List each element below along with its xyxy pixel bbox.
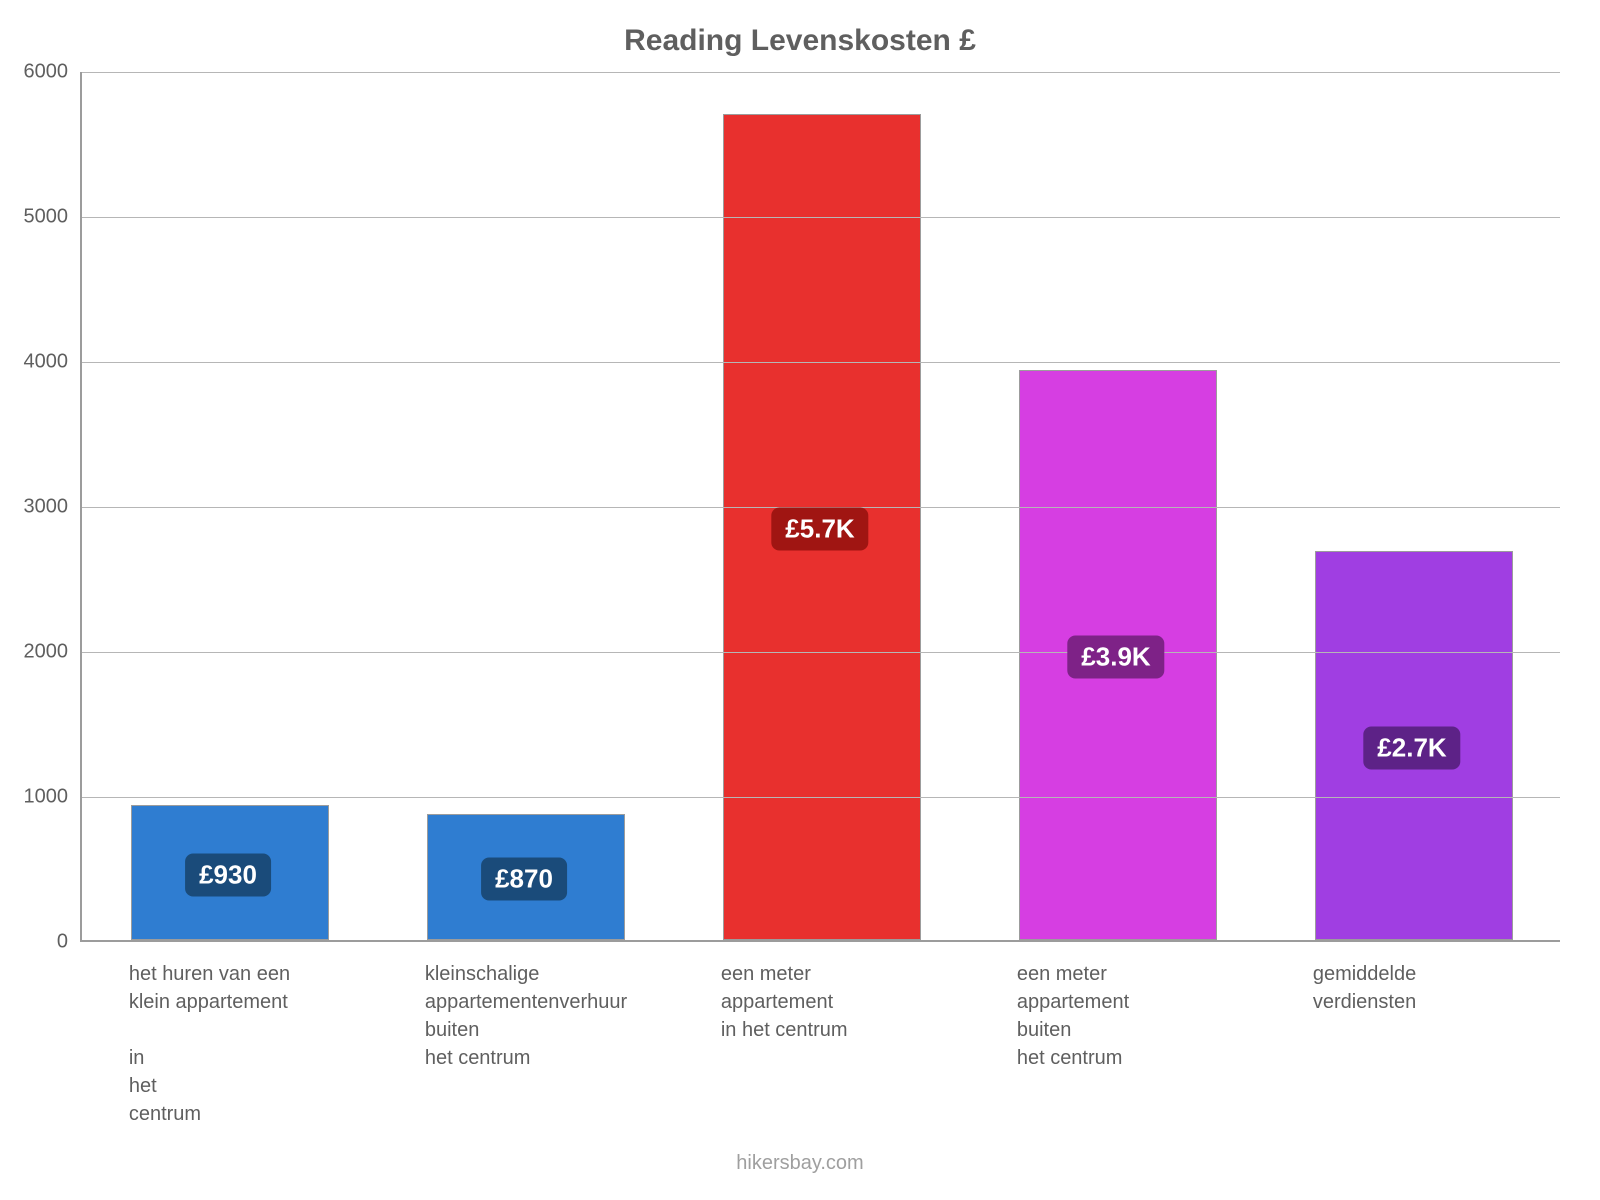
y-tick-label: 5000	[0, 206, 68, 229]
y-tick-label: 6000	[0, 61, 68, 84]
x-tick-label: een meter appartement in het centrum	[721, 960, 919, 1044]
value-badge: £2.7K	[1363, 726, 1460, 769]
x-tick-label: het huren van een klein appartement in h…	[129, 960, 327, 1128]
footer-credit: hikersbay.com	[0, 1152, 1600, 1175]
x-tick-label: gemiddelde verdiensten	[1313, 960, 1511, 1016]
grid-line	[82, 362, 1560, 363]
chart-title: Reading Levenskosten £	[0, 24, 1600, 58]
y-tick-label: 1000	[0, 786, 68, 809]
value-badge: £3.9K	[1067, 636, 1164, 679]
y-tick-label: 0	[0, 931, 68, 954]
grid-line	[82, 652, 1560, 653]
value-badge: £870	[481, 857, 567, 900]
grid-line	[82, 797, 1560, 798]
y-tick-label: 3000	[0, 496, 68, 519]
grid-line	[82, 72, 1560, 73]
value-badge: £5.7K	[771, 507, 868, 550]
bars-layer	[82, 72, 1560, 940]
grid-line	[82, 217, 1560, 218]
bar-chart: Reading Levenskosten £ 0 1000 2000 3000 4000…	[0, 0, 1600, 1200]
x-tick-label: kleinschalige appartementenverhuur buite…	[425, 960, 623, 1072]
x-tick-label: een meter appartement buiten het centrum	[1017, 960, 1215, 1072]
value-badge: £930	[185, 853, 271, 896]
y-tick-label: 4000	[0, 351, 68, 374]
y-tick-label: 2000	[0, 641, 68, 664]
